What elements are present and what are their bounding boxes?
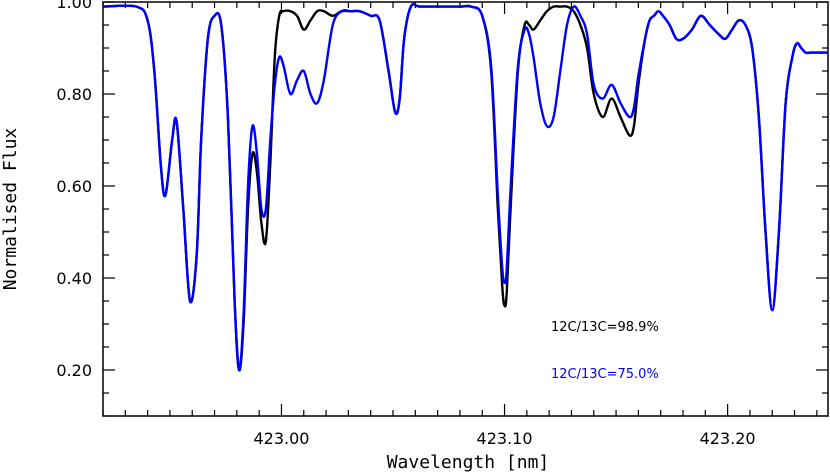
series-layer (102, 3, 828, 372)
annotation-ratio-98-9: 12C/13C=98.9% (551, 320, 659, 335)
y-axis-title: Normalised Flux (0, 128, 21, 291)
x-tick-label: 423.20 (700, 429, 756, 448)
y-tick-label: 0.20 (56, 361, 92, 380)
y-tick-label: 1.00 (56, 0, 92, 12)
annotation-ratio-75-0: 12C/13C=75.0% (551, 367, 659, 382)
y-tick-label: 0.60 (56, 177, 92, 196)
y-tick-label: 0.80 (56, 85, 92, 104)
x-axis-title: Wavelength [nm] (387, 452, 550, 473)
series-line-1 (102, 3, 828, 372)
series-line-0 (102, 3, 828, 372)
plot-frame (102, 1, 829, 417)
y-tick-label: 0.40 (56, 269, 92, 288)
axis-tick-labels: 423.00 423.10 423.20 0.20 0.40 0.60 0.80 1.00 (56, 0, 755, 448)
x-tick-label: 423.10 (477, 429, 533, 448)
x-tick-label: 423.00 (253, 429, 309, 448)
axis-ticks (102, 1, 828, 417)
